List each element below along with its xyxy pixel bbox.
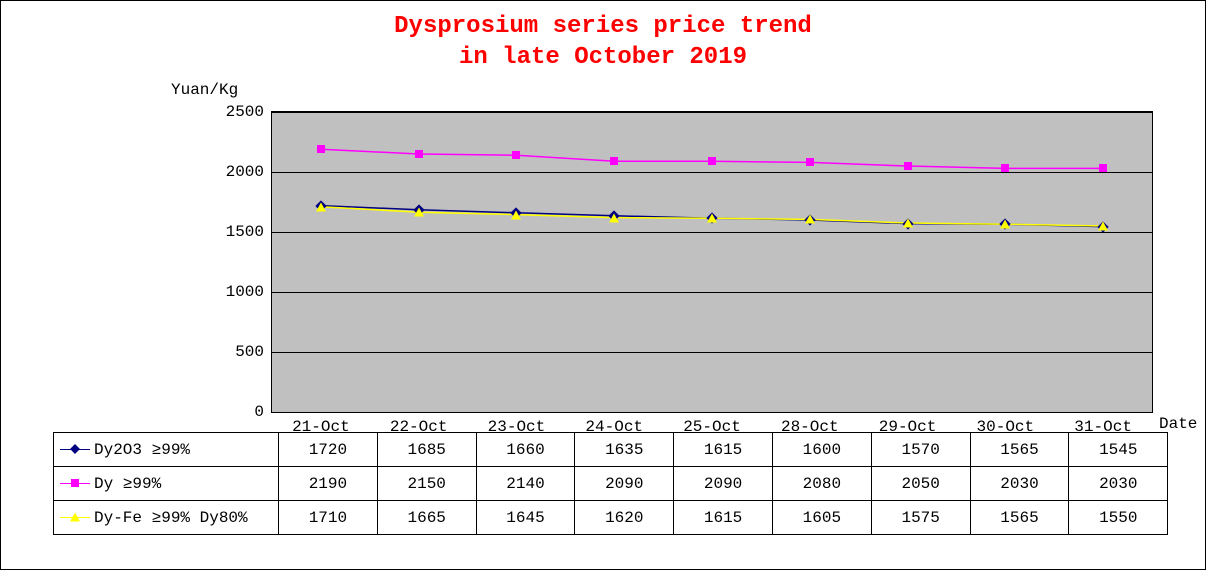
legend-label: Dy ≥99% <box>94 475 161 493</box>
legend-marker-icon <box>71 479 79 487</box>
series-marker <box>511 210 521 219</box>
table-cell: 1645 <box>476 501 575 535</box>
series-marker <box>707 214 717 223</box>
table-cell: 2090 <box>575 467 674 501</box>
table-cell: 2090 <box>674 467 773 501</box>
gridline <box>272 172 1152 173</box>
table-cell: 2050 <box>871 467 970 501</box>
series-marker <box>903 219 913 228</box>
series-marker <box>1000 220 1010 229</box>
table-cell: 1575 <box>871 501 970 535</box>
table-cell: 2080 <box>772 467 871 501</box>
legend-cell: Dy ≥99% <box>54 467 279 501</box>
table-cell: 2030 <box>1069 467 1168 501</box>
legend-label: Dy-Fe ≥99% Dy80% <box>94 509 248 527</box>
gridline <box>272 112 1152 113</box>
series-marker <box>904 162 912 170</box>
series-marker <box>1099 164 1107 172</box>
table-cell: 2150 <box>377 467 476 501</box>
series-marker <box>415 150 423 158</box>
table-cell: 1605 <box>772 501 871 535</box>
legend-marker-icon <box>70 513 80 522</box>
plot-area: 0500100015002000250021-Oct22-Oct23-Oct24… <box>271 111 1153 413</box>
table-row: Dy2O3 ≥99%172016851660163516151600157015… <box>54 433 1168 467</box>
series-marker <box>1098 222 1108 231</box>
table-cell: 2190 <box>279 467 378 501</box>
title-line-1: Dysprosium series price trend <box>394 13 812 40</box>
chart-container: { "title_line1": "Dysprosium series pric… <box>0 0 1206 570</box>
table-cell: 1570 <box>871 433 970 467</box>
table-row: Dy-Fe ≥99% Dy80% 171016651645162016151605… <box>54 501 1168 535</box>
gridline <box>272 232 1152 233</box>
title-line-2: in late October 2019 <box>459 44 747 71</box>
y-axis-label: Yuan/Kg <box>171 81 238 99</box>
table-cell: 1635 <box>575 433 674 467</box>
legend-cell: Dy-Fe ≥99% Dy80% <box>54 501 279 535</box>
series-marker <box>512 151 520 159</box>
y-tick-label: 2500 <box>226 103 264 121</box>
y-tick-label: 2000 <box>226 163 264 181</box>
series-marker <box>610 157 618 165</box>
y-tick-label: 0 <box>254 403 264 421</box>
legend-marker-icon <box>70 444 80 454</box>
legend-cell: Dy2O3 ≥99% <box>54 433 279 467</box>
table-cell: 1685 <box>377 433 476 467</box>
table-cell: 1565 <box>970 433 1069 467</box>
data-table: Dy2O3 ≥99%172016851660163516151600157015… <box>53 432 1168 535</box>
table-cell: 2030 <box>970 467 1069 501</box>
table-cell: 1620 <box>575 501 674 535</box>
table-cell: 1720 <box>279 433 378 467</box>
series-marker <box>316 202 326 211</box>
series-marker <box>317 145 325 153</box>
table-cell: 1545 <box>1069 433 1168 467</box>
y-tick-label: 1500 <box>226 223 264 241</box>
table-cell: 1600 <box>772 433 871 467</box>
y-tick-label: 1000 <box>226 283 264 301</box>
table-cell: 1550 <box>1069 501 1168 535</box>
table-cell: 1660 <box>476 433 575 467</box>
table-cell: 1565 <box>970 501 1069 535</box>
series-marker <box>609 213 619 222</box>
series-marker <box>708 157 716 165</box>
table-row: Dy ≥99%219021502140209020902080205020302… <box>54 467 1168 501</box>
series-marker <box>1001 164 1009 172</box>
gridline <box>272 292 1152 293</box>
table-cell: 1615 <box>674 433 773 467</box>
chart-title: Dysprosium series price trend in late Oc… <box>1 11 1205 73</box>
series-marker <box>805 215 815 224</box>
gridline <box>272 352 1152 353</box>
series-marker <box>414 208 424 217</box>
legend-label: Dy2O3 ≥99% <box>94 441 190 459</box>
y-tick-label: 500 <box>235 343 264 361</box>
series-marker <box>806 158 814 166</box>
x-axis-label: Date <box>1159 415 1197 433</box>
table-cell: 1665 <box>377 501 476 535</box>
table-cell: 2140 <box>476 467 575 501</box>
table-cell: 1710 <box>279 501 378 535</box>
table-cell: 1615 <box>674 501 773 535</box>
